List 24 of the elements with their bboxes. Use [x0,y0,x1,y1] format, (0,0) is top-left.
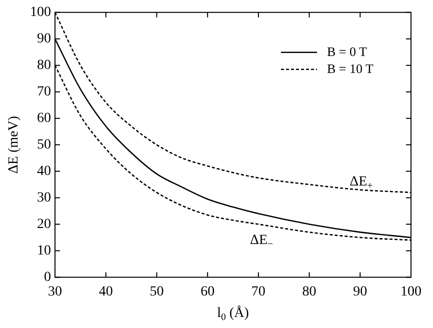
x-tick-label: 60 [200,284,215,300]
y-axis-title: ΔE (meV) [6,116,22,174]
y-tick-label: 70 [37,84,51,100]
x-tick-label: 50 [150,284,164,300]
x-tick-label: 30 [48,284,62,300]
y-tick-label: 40 [37,164,51,179]
x-tick-label: 70 [251,284,266,300]
legend-label: B = 10 T [327,60,374,76]
y-tick-label: 10 [37,243,51,258]
legend-label: B = 0 T [327,44,368,59]
y-tick-label: 100 [30,5,51,20]
annotation: ΔE− [250,232,274,250]
annotation: ΔE+ [350,174,374,192]
y-tick-label: 80 [37,58,51,74]
y-tick-label: 90 [37,32,51,47]
y-tick-label: 50 [37,137,51,152]
x-tick-label: 80 [302,284,316,300]
y-tick-label: 20 [37,216,51,232]
y-tick-label: 30 [37,190,51,206]
x-tick-label: 40 [98,284,113,300]
x-tick-label: 100 [400,284,422,300]
x-tick-label: 90 [353,284,368,300]
y-tick-label: 60 [37,110,51,126]
y-tick-label: 0 [44,270,51,285]
